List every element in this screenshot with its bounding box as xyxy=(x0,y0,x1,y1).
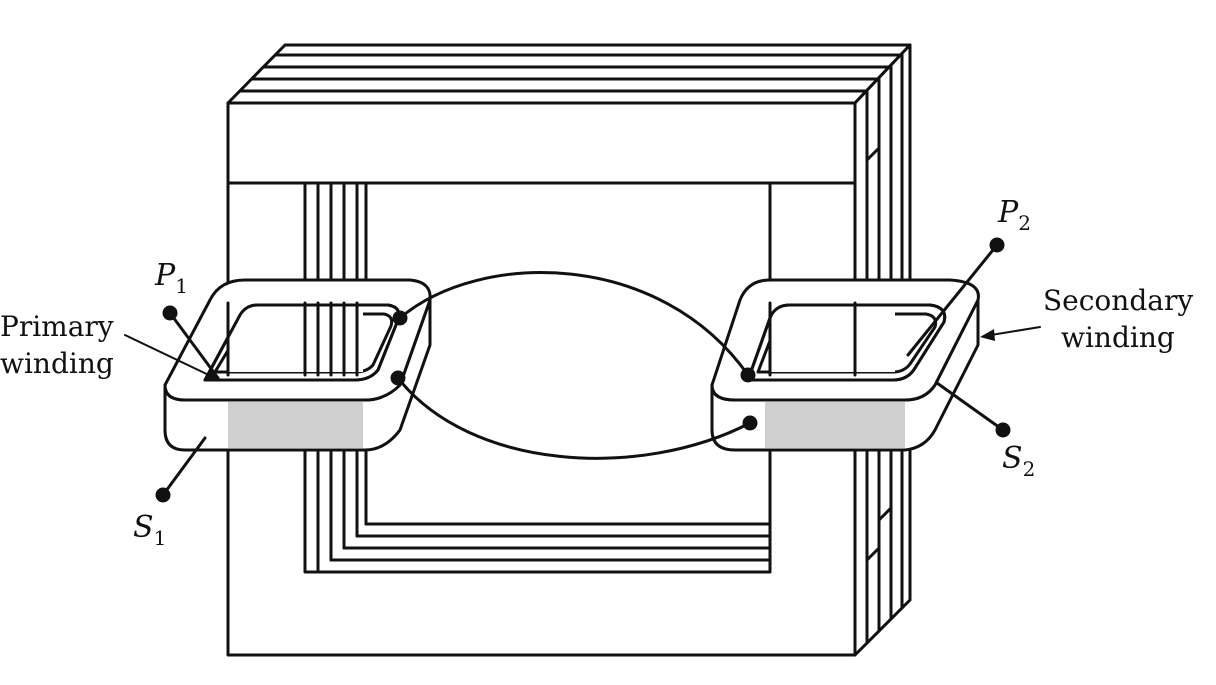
primary-label-line2: winding xyxy=(0,347,114,380)
primary-coil xyxy=(163,278,432,452)
terminal-leads xyxy=(155,237,1011,503)
terminal-p1-dot xyxy=(162,305,178,321)
label-arrows xyxy=(124,326,1041,381)
terminal-p2-label: P2 xyxy=(997,195,1031,235)
terminal-p2-dot xyxy=(989,237,1005,253)
primary-label-line1: Primary xyxy=(0,310,114,343)
terminal-s2-dot xyxy=(995,422,1011,438)
secondary-coil xyxy=(710,278,980,452)
terminal-s1-label: S1 xyxy=(133,510,166,550)
core-laminations xyxy=(226,43,912,657)
secondary-label-line1: Secondary xyxy=(1043,284,1193,317)
terminal-p1-label: P1 xyxy=(154,258,188,298)
connecting-wires xyxy=(390,271,758,460)
wire-lower xyxy=(396,376,752,460)
terminal-s2-label: S2 xyxy=(1002,441,1035,481)
terminal-s1-dot xyxy=(155,487,171,503)
secondary-label-line2: winding xyxy=(1061,321,1175,354)
wire-upper xyxy=(398,271,750,377)
